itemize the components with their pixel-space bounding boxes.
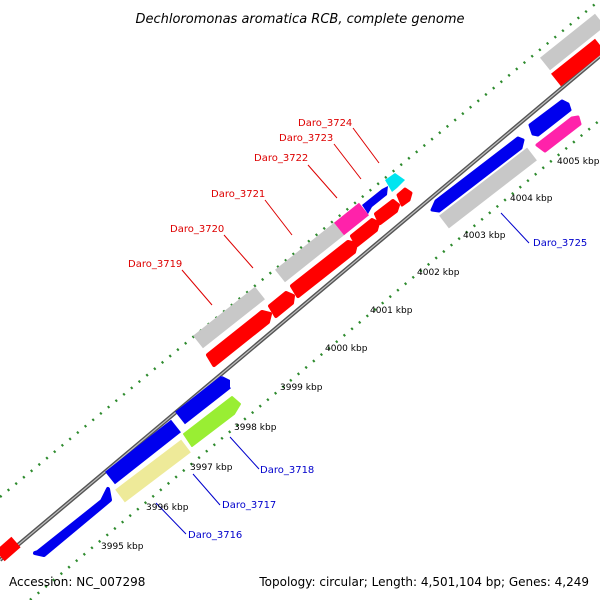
- gene-gray-3721[interactable]: [275, 222, 344, 283]
- gene-blue-3725-upper[interactable]: [528, 99, 572, 137]
- gene-red-3721[interactable]: [290, 240, 358, 298]
- gene-lower-left-red[interactable]: [0, 536, 21, 562]
- gene-label-daro-3725[interactable]: Daro_3725: [533, 238, 587, 249]
- gene-red-3722[interactable]: [350, 218, 380, 247]
- gene-khaki-3717[interactable]: [115, 439, 191, 503]
- scale-label-4005: 4005 kbp: [557, 157, 600, 167]
- gene-green-3718[interactable]: [183, 396, 241, 447]
- dotted-track-outer: [0, 0, 600, 498]
- gene-red-3724[interactable]: [396, 187, 413, 207]
- genome-backbone-highlight: [0, 55, 600, 561]
- gene-blue-3717-upper[interactable]: [105, 419, 181, 485]
- gene-cyan-3724[interactable]: [385, 173, 405, 192]
- gene-gray-3719[interactable]: [193, 286, 265, 349]
- map-title: Dechloromonas aromatica RCB, complete ge…: [135, 12, 464, 27]
- gene-red-3719[interactable]: [206, 310, 272, 367]
- gene-label-daro-3722[interactable]: Daro_3722: [254, 153, 308, 164]
- scale-label-4000: 4000 kbp: [325, 344, 368, 354]
- scale-label-4004: 4004 kbp: [510, 194, 553, 204]
- scale-label-3996: 3996 kbp: [146, 503, 189, 513]
- gene-label-daro-3719[interactable]: Daro_3719: [128, 259, 182, 270]
- scale-label-3995: 3995 kbp: [101, 542, 144, 552]
- leader-lines: [155, 127, 530, 535]
- gene-blue-3723[interactable]: [362, 186, 388, 214]
- gene-upper-right-red[interactable]: [551, 38, 600, 87]
- scale-label-4001: 4001 kbp: [370, 306, 413, 316]
- gene-label-daro-3716[interactable]: Daro_3716: [188, 530, 242, 541]
- gene-label-daro-3717[interactable]: Daro_3717: [222, 500, 276, 511]
- scale-label-3999: 3999 kbp: [280, 383, 323, 393]
- gene-red-3720[interactable]: [268, 291, 295, 318]
- gene-label-daro-3720[interactable]: Daro_3720: [170, 224, 224, 235]
- gene-red-3723[interactable]: [374, 199, 400, 225]
- gene-label-daro-3724[interactable]: Daro_3724: [298, 118, 352, 129]
- topology-text: Topology: circular; Length: 4,501,104 bp…: [258, 575, 589, 589]
- gene-blue-3718-upper[interactable]: [175, 375, 231, 425]
- gene-magenta-3722[interactable]: [334, 202, 369, 236]
- gene-blue-3725-lower[interactable]: [430, 136, 525, 213]
- gene-label-daro-3718[interactable]: Daro_3718: [260, 465, 314, 476]
- scale-label-3997: 3997 kbp: [190, 463, 233, 473]
- scale-label-4003: 4003 kbp: [463, 231, 506, 241]
- dotted-track-inner: [29, 119, 600, 600]
- gene-gray-3725[interactable]: [439, 147, 537, 229]
- scale-label-4002: 4002 kbp: [417, 268, 460, 278]
- gene-upper-right-gray[interactable]: [540, 13, 600, 71]
- scale-label-3998: 3998 kbp: [234, 423, 277, 433]
- gene-label-daro-3723[interactable]: Daro_3723: [279, 133, 333, 144]
- gene-label-daro-3721[interactable]: Daro_3721: [211, 189, 265, 200]
- accession-text: Accession: NC_007298: [9, 575, 145, 589]
- gene-blue-3716-upper[interactable]: [33, 487, 112, 557]
- gene-magenta-3725[interactable]: [535, 115, 582, 153]
